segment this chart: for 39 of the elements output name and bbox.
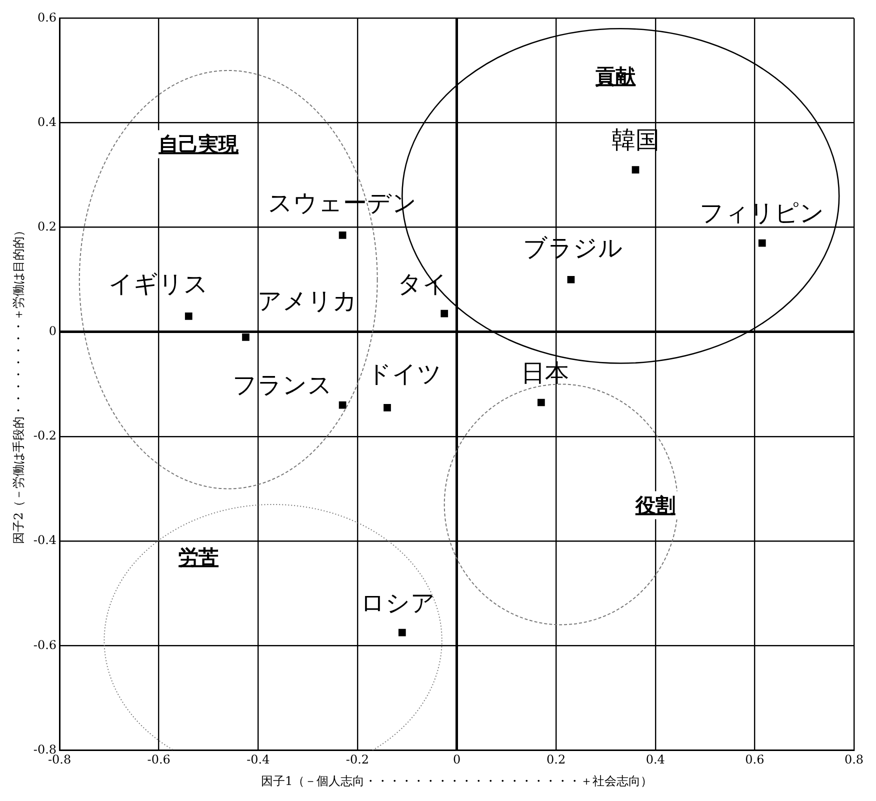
point <box>384 404 391 412</box>
point <box>538 398 545 406</box>
x-tick-label: 0 <box>452 752 461 767</box>
x-tick-label: 0.2 <box>546 752 566 767</box>
annotation: ドイツ <box>366 360 443 388</box>
annotation: イギリス <box>108 270 210 298</box>
annotation: フランス <box>232 371 334 400</box>
x-tick-label: 0.6 <box>745 752 764 767</box>
point <box>567 276 575 284</box>
point <box>632 166 640 174</box>
annotation: フィリピン <box>698 199 826 228</box>
annotation: 役割 <box>631 491 680 520</box>
x-tick-label: -0.2 <box>346 752 370 767</box>
y-tick-label: -0.6 <box>33 638 57 652</box>
point <box>758 239 766 247</box>
y-tick-label: -0.4 <box>33 533 57 548</box>
point <box>398 628 406 636</box>
y-tick-label: 0 <box>48 324 57 338</box>
x-tick-label: -0.8 <box>48 752 72 767</box>
point <box>338 232 346 239</box>
annotation: ロシア <box>360 588 437 617</box>
annotation: 労苦 <box>174 543 223 572</box>
point <box>242 333 250 341</box>
x-tick-label: 0.8 <box>844 752 864 767</box>
x-tick-label: 0.4 <box>646 752 666 767</box>
y-axis-title: 因子2（－労働は手段的・・・・・・・・＋労働は目的的） <box>11 224 26 544</box>
annotation: アメリカ <box>256 287 359 316</box>
x-axis-title: 因子1（－個人志向・・・・・・・・・・・・・・・・・・＋社会志向） <box>260 774 653 788</box>
y-tick-label: 0.2 <box>37 219 57 234</box>
y-tick-label: 0.4 <box>37 114 57 129</box>
x-tick-label: -0.4 <box>246 752 270 767</box>
point <box>184 312 192 320</box>
annotation: 貢献 <box>592 62 640 90</box>
point <box>338 401 346 409</box>
y-tick-label: -0.2 <box>33 428 57 443</box>
point <box>440 310 448 318</box>
y-tick-label: 0.6 <box>37 10 57 24</box>
annotation: 自己実現 <box>154 130 243 158</box>
x-tick-label: -0.6 <box>147 752 170 767</box>
